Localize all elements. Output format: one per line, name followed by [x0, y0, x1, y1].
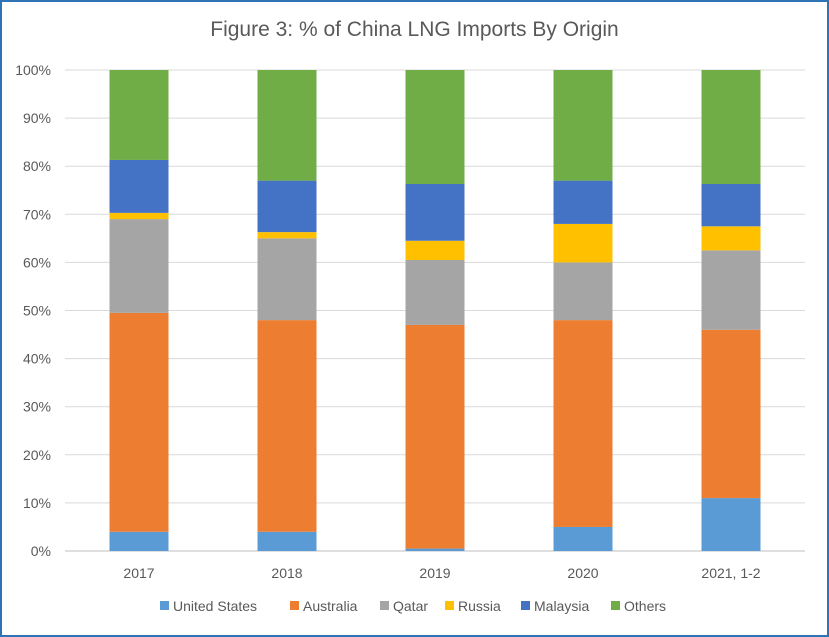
y-tick-label: 20% — [23, 447, 51, 463]
x-tick-label: 2020 — [567, 565, 598, 581]
y-tick-label: 0% — [31, 543, 51, 559]
bar-segment — [701, 226, 761, 251]
bar-segment — [701, 498, 761, 551]
bar-segment — [701, 70, 761, 184]
bar-segment — [405, 324, 465, 549]
y-tick-label: 50% — [23, 303, 51, 319]
bar-segment — [109, 531, 169, 551]
legend-swatch — [160, 601, 169, 610]
bar-segment — [701, 183, 761, 227]
y-tick-label: 80% — [23, 158, 51, 174]
bar-segment — [109, 212, 169, 220]
x-tick-label: 2021, 1-2 — [701, 565, 760, 581]
y-tick-label: 70% — [23, 206, 51, 222]
legend-swatch — [380, 601, 389, 610]
y-tick-label: 90% — [23, 110, 51, 126]
bar-segment — [109, 159, 169, 213]
y-tick-label: 10% — [23, 495, 51, 511]
x-tick-label: 2017 — [123, 565, 154, 581]
bar-segment — [553, 70, 613, 181]
y-tick-label: 60% — [23, 254, 51, 270]
bar-segment — [553, 262, 613, 321]
y-tick-label: 40% — [23, 351, 51, 367]
bar-segment — [257, 320, 317, 532]
legend-label: Malaysia — [534, 598, 589, 614]
bar-segment — [257, 238, 317, 321]
bar-segment — [109, 70, 169, 160]
y-tick-label: 30% — [23, 399, 51, 415]
bar-segment — [553, 320, 613, 527]
bar-segment — [405, 70, 465, 184]
bar-segment — [109, 312, 169, 532]
bar-segment — [257, 531, 317, 551]
legend-label: United States — [173, 598, 257, 614]
legend-swatch — [445, 601, 454, 610]
legend-label: Qatar — [393, 598, 428, 614]
legend-swatch — [521, 601, 530, 610]
bar-segment — [109, 219, 169, 313]
bar-segment — [257, 232, 317, 239]
bar-segment — [405, 240, 465, 260]
legend-swatch — [290, 601, 299, 610]
bar-segment — [701, 250, 761, 330]
legend-label: Others — [624, 598, 666, 614]
x-tick-label: 2018 — [271, 565, 302, 581]
legend-swatch — [611, 601, 620, 610]
bar-segment — [553, 223, 613, 263]
bar-segment — [257, 70, 317, 181]
chart-title: Figure 3: % of China LNG Imports By Orig… — [210, 18, 619, 41]
bar-segment — [405, 548, 465, 551]
legend-label: Russia — [458, 598, 501, 614]
bar-segment — [405, 183, 465, 241]
legend-label: Australia — [303, 598, 358, 614]
x-tick-label: 2019 — [419, 565, 450, 581]
y-tick-label: 100% — [15, 62, 51, 78]
bar-segment — [553, 180, 613, 224]
bar-segment — [257, 180, 317, 233]
bar-segment — [553, 526, 613, 551]
bar-segment — [701, 329, 761, 499]
bar-segment — [405, 259, 465, 325]
